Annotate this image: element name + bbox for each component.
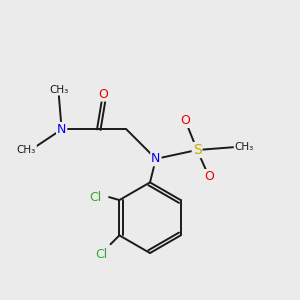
- Text: S: S: [193, 143, 202, 157]
- Text: O: O: [180, 114, 190, 127]
- Text: CH₃: CH₃: [17, 145, 36, 155]
- Text: N: N: [57, 123, 66, 136]
- Text: CH₃: CH₃: [49, 85, 68, 94]
- Text: N: N: [151, 152, 160, 165]
- Text: Cl: Cl: [96, 248, 108, 261]
- Text: CH₃: CH₃: [235, 142, 254, 152]
- Text: O: O: [98, 88, 108, 100]
- Text: O: O: [204, 170, 214, 183]
- Text: Cl: Cl: [90, 190, 102, 204]
